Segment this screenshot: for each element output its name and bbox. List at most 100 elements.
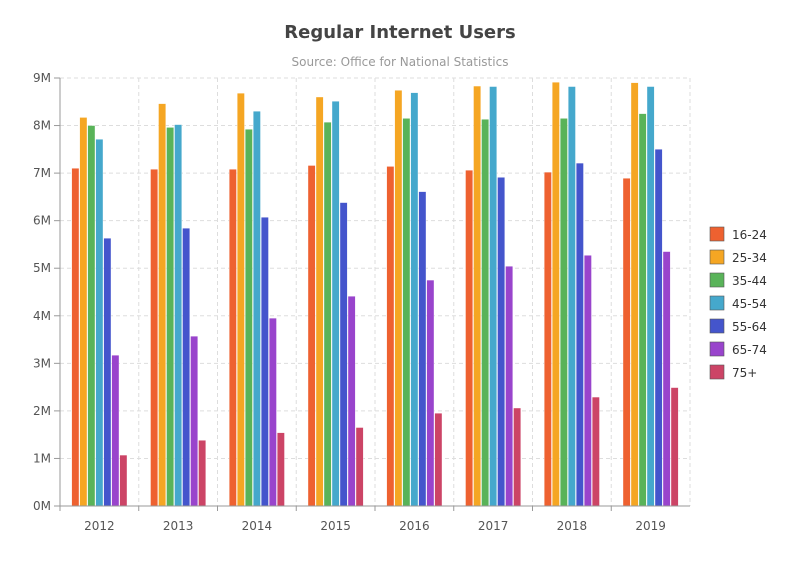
bar-55-64-2014[interactable] [261, 217, 269, 507]
x-tick-label: 2017 [478, 519, 509, 533]
legend-item-25-34[interactable]: 25-34 [709, 249, 767, 265]
legend-item-16-24[interactable]: 16-24 [709, 226, 767, 242]
bar-45-54-2018[interactable] [568, 86, 576, 507]
bar-75+-2013[interactable] [198, 440, 206, 507]
y-tick-label: 3M [33, 356, 51, 370]
x-tick-label: 2015 [320, 519, 351, 533]
bar-45-54-2014[interactable] [253, 111, 261, 507]
bar-45-54-2016[interactable] [410, 92, 419, 507]
bar-35-44-2018[interactable] [560, 118, 568, 507]
bar-45-54-2013[interactable] [174, 124, 182, 507]
bar-25-34-2019[interactable] [630, 82, 639, 507]
y-tick-label: 1M [33, 451, 51, 465]
legend-swatch [709, 272, 725, 288]
y-tick-label: 9M [33, 71, 51, 85]
bar-35-44-2016[interactable] [402, 118, 411, 507]
bar-55-64-2018[interactable] [576, 162, 584, 507]
bar-25-34-2013[interactable] [158, 103, 166, 507]
legend-swatch [709, 226, 725, 242]
legend-swatch [709, 364, 725, 380]
y-tick-label: 5M [33, 261, 51, 275]
bar-25-34-2017[interactable] [473, 85, 481, 507]
legend-label: 75+ [732, 366, 757, 380]
y-tick-label: 2M [33, 404, 51, 418]
legend: 16-24 25-34 35-44 45-54 55-64 65-74 75+ [709, 226, 767, 380]
x-tick-label: 2018 [557, 519, 588, 533]
bar-75+-2017[interactable] [513, 407, 521, 507]
bar-16-24-2015[interactable] [307, 165, 316, 507]
bar-35-44-2019[interactable] [638, 113, 647, 507]
bar-45-54-2015[interactable] [331, 101, 340, 507]
bar-65-74-2019[interactable] [662, 251, 671, 507]
bar-75+-2018[interactable] [592, 396, 600, 507]
legend-label: 25-34 [732, 251, 767, 265]
bar-16-24-2018[interactable] [544, 172, 552, 507]
legend-swatch [709, 295, 725, 311]
legend-label: 45-54 [732, 297, 767, 311]
bar-16-24-2013[interactable] [150, 169, 158, 507]
bar-65-74-2013[interactable] [190, 336, 198, 507]
bar-65-74-2018[interactable] [584, 255, 592, 507]
bar-55-64-2015[interactable] [339, 202, 348, 507]
y-tick-label: 8M [33, 119, 51, 133]
bar-25-34-2018[interactable] [552, 82, 560, 507]
bar-65-74-2017[interactable] [505, 266, 513, 507]
bar-55-64-2012[interactable] [103, 238, 112, 507]
legend-item-55-64[interactable]: 55-64 [709, 318, 767, 334]
bar-75+-2015[interactable] [355, 427, 364, 507]
bar-75+-2019[interactable] [670, 387, 679, 507]
y-tick-label: 6M [33, 214, 51, 228]
legend-swatch [709, 249, 725, 265]
x-tick-label: 2012 [84, 519, 115, 533]
bar-35-44-2014[interactable] [245, 129, 253, 507]
axis-layer: 0M 1M 2M 3M 4M 5M 6M 7M 8M 9M 2012 2013 2014 2015 2016… [33, 71, 690, 533]
x-tick-label: 2016 [399, 519, 430, 533]
legend-item-75+[interactable]: 75+ [709, 364, 757, 380]
legend-label: 16-24 [732, 228, 767, 242]
bar-45-54-2019[interactable] [646, 86, 655, 507]
legend-item-35-44[interactable]: 35-44 [709, 272, 767, 288]
bar-16-24-2019[interactable] [622, 178, 631, 507]
bar-25-34-2014[interactable] [237, 93, 245, 507]
bar-45-54-2012[interactable] [95, 139, 104, 507]
bar-25-34-2015[interactable] [315, 96, 324, 507]
bar-55-64-2017[interactable] [497, 177, 505, 507]
legend-item-65-74[interactable]: 65-74 [709, 341, 767, 357]
bar-35-44-2017[interactable] [481, 119, 489, 507]
x-tick-label: 2014 [242, 519, 273, 533]
bar-25-34-2012[interactable] [79, 117, 88, 507]
bar-16-24-2017[interactable] [465, 170, 473, 507]
legend-item-45-54[interactable]: 45-54 [709, 295, 767, 311]
bar-75+-2016[interactable] [434, 413, 443, 507]
chart-subtitle: Source: Office for National Statistics [292, 55, 509, 69]
bar-25-34-2016[interactable] [394, 90, 403, 507]
bar-45-54-2017[interactable] [489, 86, 497, 507]
legend-swatch [709, 318, 725, 334]
bar-55-64-2016[interactable] [418, 191, 427, 507]
bar-75+-2014[interactable] [277, 432, 285, 507]
bars-layer [71, 82, 679, 507]
y-tick-label: 4M [33, 309, 51, 323]
bar-55-64-2013[interactable] [182, 228, 190, 507]
bar-55-64-2019[interactable] [654, 149, 663, 507]
bar-35-44-2013[interactable] [166, 127, 174, 507]
legend-label: 35-44 [732, 274, 767, 288]
bar-35-44-2015[interactable] [323, 122, 332, 507]
x-tick-label: 2013 [163, 519, 194, 533]
bar-16-24-2014[interactable] [229, 169, 237, 507]
bar-65-74-2014[interactable] [269, 318, 277, 507]
bar-65-74-2016[interactable] [426, 279, 435, 507]
bar-16-24-2012[interactable] [71, 168, 80, 507]
legend-label: 65-74 [732, 343, 767, 357]
bar-65-74-2015[interactable] [347, 296, 356, 507]
bar-75+-2012[interactable] [119, 454, 128, 507]
bar-65-74-2012[interactable] [111, 355, 120, 507]
bar-35-44-2012[interactable] [87, 125, 96, 507]
y-tick-label: 0M [33, 499, 51, 513]
bar-16-24-2016[interactable] [386, 166, 395, 507]
chart-title: Regular Internet Users [284, 22, 515, 43]
legend-swatch [709, 341, 725, 357]
y-tick-label: 7M [33, 166, 51, 180]
